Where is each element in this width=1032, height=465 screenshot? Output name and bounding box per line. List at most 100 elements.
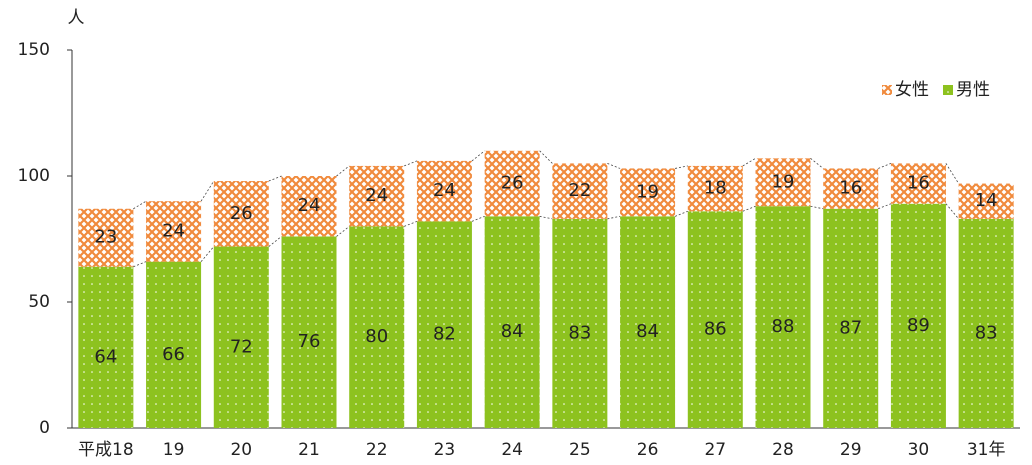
bar-male <box>349 226 405 428</box>
connector-line <box>607 163 621 169</box>
connector-line <box>742 158 756 167</box>
data-label: 19 <box>772 171 795 192</box>
x-tick-label: 25 <box>569 440 591 460</box>
x-tick-label: 平成18 <box>78 440 134 460</box>
bar-female <box>213 181 269 247</box>
x-tick-label: 20 <box>230 440 252 460</box>
bar-male <box>890 203 946 428</box>
x-tick-label: 29 <box>840 440 862 460</box>
connector-line <box>133 200 147 210</box>
data-label: 26 <box>501 173 524 194</box>
connector-line <box>810 205 824 210</box>
x-tick-label: 22 <box>366 440 388 460</box>
x-tick-label: 31年 <box>967 440 1006 460</box>
bar-female <box>823 168 879 209</box>
bar-male <box>213 246 269 428</box>
bar-male <box>552 218 608 428</box>
connector-line <box>945 203 959 220</box>
data-label: 16 <box>907 173 930 194</box>
data-label: 24 <box>433 180 456 201</box>
data-label: 84 <box>636 321 659 342</box>
legend-swatch <box>882 85 892 95</box>
y-tick-label: 100 <box>18 166 50 186</box>
data-label: 24 <box>298 195 321 216</box>
data-label: 66 <box>162 344 185 365</box>
connector-line <box>133 261 147 268</box>
y-tick-label: 0 <box>39 418 50 438</box>
data-label: 86 <box>704 319 727 340</box>
x-tick-label: 24 <box>501 440 523 460</box>
connector-line <box>607 215 621 220</box>
connector-line <box>945 163 959 184</box>
data-label: 84 <box>501 321 524 342</box>
x-tick-label: 23 <box>434 440 456 460</box>
bar-male <box>146 261 202 428</box>
data-label: 22 <box>568 180 591 201</box>
connector-line <box>810 158 824 169</box>
bar-female <box>484 150 540 217</box>
y-axis-label: 人 <box>68 8 85 28</box>
data-label: 76 <box>298 331 321 352</box>
connector-line <box>539 215 553 220</box>
connector-line <box>742 205 756 212</box>
data-label: 87 <box>839 317 862 338</box>
y-tick-label: 150 <box>18 40 50 60</box>
data-label: 24 <box>365 185 388 206</box>
bar-female <box>552 163 608 219</box>
bar-female <box>755 158 811 207</box>
x-tick-label: 21 <box>298 440 320 460</box>
bar-male <box>416 221 472 428</box>
data-label: 26 <box>230 203 253 224</box>
bar-male <box>958 218 1014 428</box>
data-label: 64 <box>94 346 117 367</box>
bar-male <box>823 208 879 428</box>
connector-line <box>200 180 215 202</box>
connector-line <box>404 220 418 227</box>
data-label: 83 <box>568 322 591 343</box>
x-tick-label: 27 <box>704 440 726 460</box>
connector-line <box>336 226 350 237</box>
data-label: 89 <box>907 315 930 336</box>
data-label: 72 <box>230 336 253 357</box>
x-tick-label: 19 <box>163 440 185 460</box>
data-label: 24 <box>162 220 185 241</box>
x-tick-label: 28 <box>772 440 794 460</box>
connector-line <box>471 215 485 222</box>
bar-female <box>78 208 134 267</box>
bar-male <box>484 216 540 428</box>
connector-line <box>336 165 350 177</box>
bar-male <box>755 206 811 428</box>
data-label: 80 <box>365 326 388 347</box>
connector-line <box>674 210 688 217</box>
legend-label: 男性 <box>956 80 990 100</box>
bar-female <box>687 165 743 212</box>
connector-line <box>878 163 892 169</box>
bar-male <box>620 216 676 428</box>
x-tick-label: 30 <box>908 440 930 460</box>
bar-female <box>349 165 405 227</box>
connector-line <box>268 175 282 182</box>
data-label: 16 <box>839 178 862 199</box>
legend-label: 女性 <box>895 80 929 100</box>
data-label: 88 <box>772 316 795 337</box>
bar-male <box>281 236 337 428</box>
legend-swatch <box>943 85 953 95</box>
connector-line <box>539 150 553 164</box>
y-tick-label: 50 <box>28 292 50 312</box>
data-label: 83 <box>975 322 998 343</box>
connector-line <box>471 150 485 162</box>
bar-female <box>890 163 946 204</box>
connector-line <box>404 160 418 167</box>
connector-line <box>878 203 892 210</box>
data-label: 14 <box>975 190 998 211</box>
bar-female <box>146 201 202 262</box>
connector-line <box>674 165 688 169</box>
connector-line <box>200 246 215 262</box>
data-label: 19 <box>636 181 659 202</box>
x-tick-label: 26 <box>637 440 659 460</box>
bar-female <box>620 168 676 217</box>
bar-male <box>687 211 743 428</box>
data-label: 23 <box>94 227 117 248</box>
data-label: 18 <box>704 178 727 199</box>
